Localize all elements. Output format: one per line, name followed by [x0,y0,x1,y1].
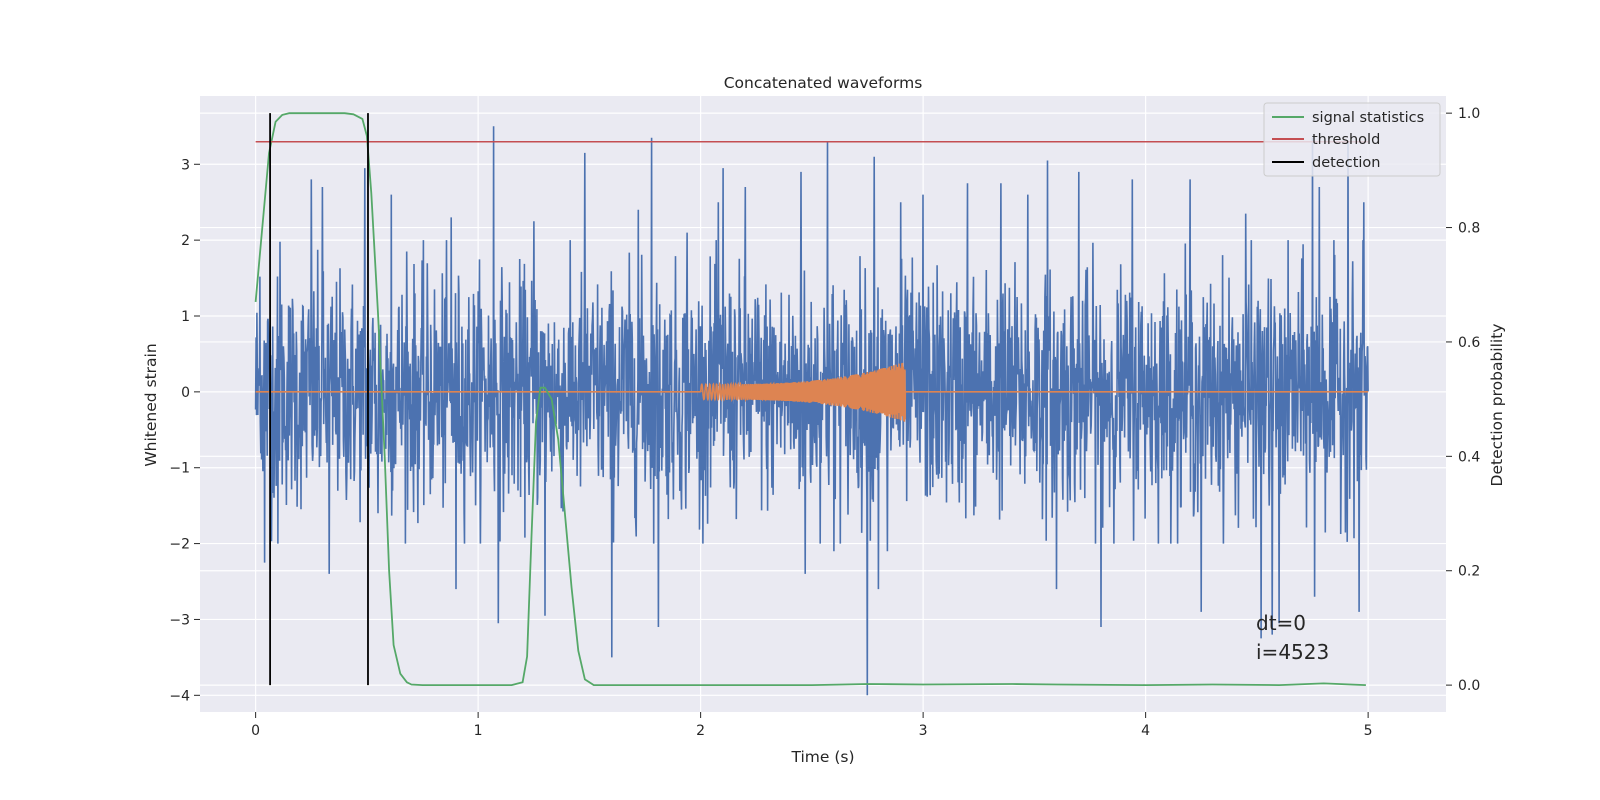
chart-title: Concatenated waveforms [724,74,923,92]
y-right-tick-label-3: 0.6 [1458,335,1480,351]
y-tick-label-2: −2 [169,537,190,553]
legend: signal statistics threshold detection [1263,102,1441,177]
y-tick-label-0: −4 [169,688,190,704]
annotation-dt: dt=0 [1256,611,1306,635]
y-tick-label-4: 0 [181,385,190,401]
y-axis-left-ticks: −4 −3 −2 −1 0 1 2 3 [169,157,200,704]
y-axis-right-label: Detection probability [1488,324,1506,487]
y-axis-label: Whitened strain [142,343,160,466]
y-right-tick-label-1: 0.2 [1458,564,1480,580]
y-right-tick-label-2: 0.4 [1458,449,1480,465]
legend-box [1263,102,1441,177]
x-tick-label-4: 4 [1141,723,1150,739]
y-tick-label-7: 3 [181,157,190,173]
y-right-tick-label-0: 0.0 [1458,678,1480,694]
y-tick-label-3: −1 [169,461,190,477]
x-tick-label-1: 1 [474,723,483,739]
y-tick-label-5: 1 [181,309,190,325]
x-tick-label-2: 2 [696,723,705,739]
y-tick-label-6: 2 [181,233,190,249]
y-right-tick-label-5: 1.0 [1458,106,1480,122]
legend-label-threshold: threshold [1312,132,1380,148]
legend-label-signal-statistics: signal statistics [1312,110,1424,126]
x-axis-label: Time (s) [790,748,854,766]
x-tick-label-5: 5 [1364,723,1373,739]
x-tick-label-3: 3 [919,723,928,739]
y-axis-right-ticks: 0.0 0.2 0.4 0.6 0.8 1.0 [1446,106,1480,694]
x-tick-label-0: 0 [251,723,260,739]
injected-waveform-line [255,362,1369,422]
annotation-index: i=4523 [1256,640,1329,664]
x-axis-ticks: 0 1 2 3 4 5 [251,712,1373,739]
legend-label-detection: detection [1312,155,1380,171]
signal-statistics-line [254,112,1366,686]
whitened-strain-noise [254,126,1369,696]
y-tick-label-1: −3 [169,612,190,628]
y-right-tick-label-4: 0.8 [1458,221,1480,237]
